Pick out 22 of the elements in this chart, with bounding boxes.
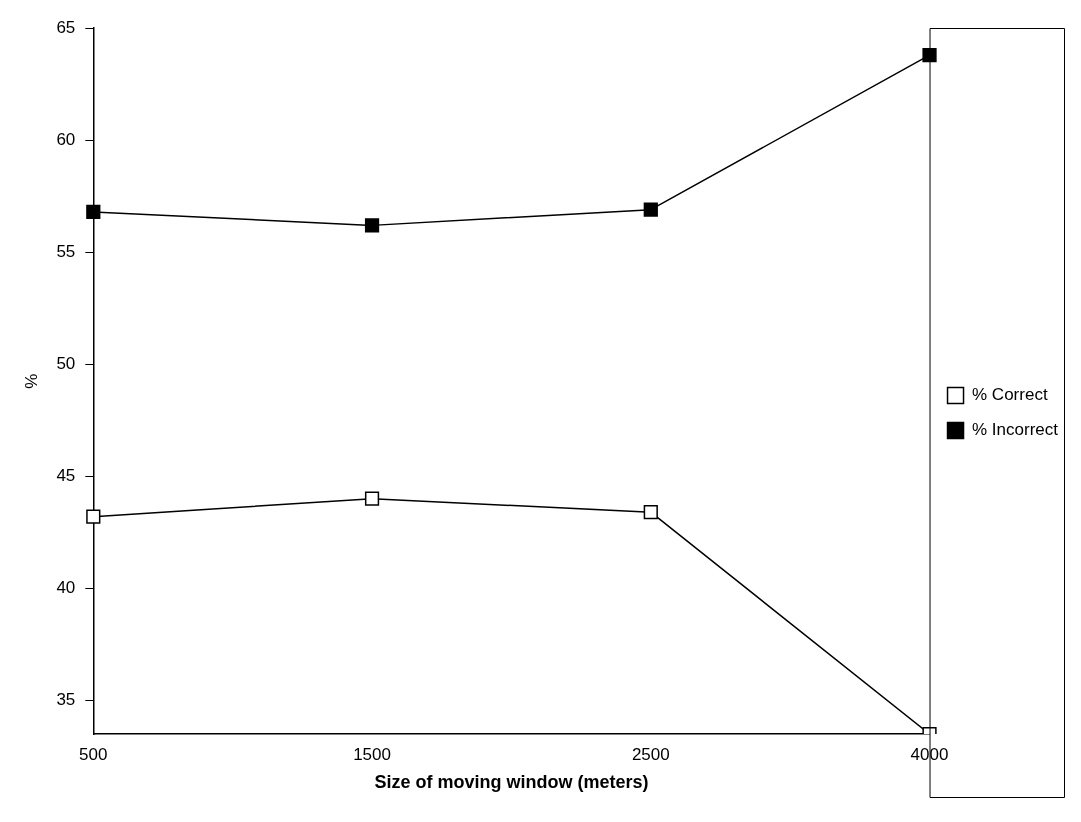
point	[643, 202, 658, 217]
x-tick-label: 4000	[910, 744, 949, 764]
y-tick-label: 45	[56, 466, 76, 486]
legend-label: % Incorrect	[972, 420, 1059, 440]
point	[86, 204, 101, 220]
y-tick-label: 65	[56, 17, 76, 37]
x-tick-label: 2500	[631, 744, 670, 764]
x-tick-label: 1500	[353, 744, 391, 764]
point	[643, 505, 658, 520]
y-tick-label: 50	[56, 353, 76, 373]
y-tick-label: 55	[56, 241, 76, 261]
y-axis-title: %	[21, 373, 41, 389]
x-axis-title: Size of moving window (meters)	[374, 772, 649, 793]
point	[86, 509, 101, 524]
y-tick-label: 40	[56, 578, 76, 598]
y-tick-label: 60	[56, 129, 76, 149]
point	[364, 218, 380, 233]
y-tick-label: 35	[56, 690, 76, 710]
point	[364, 491, 380, 506]
point	[922, 47, 937, 63]
legend-label: % Correct	[972, 385, 1048, 405]
x-tick-label: 500	[79, 744, 108, 764]
